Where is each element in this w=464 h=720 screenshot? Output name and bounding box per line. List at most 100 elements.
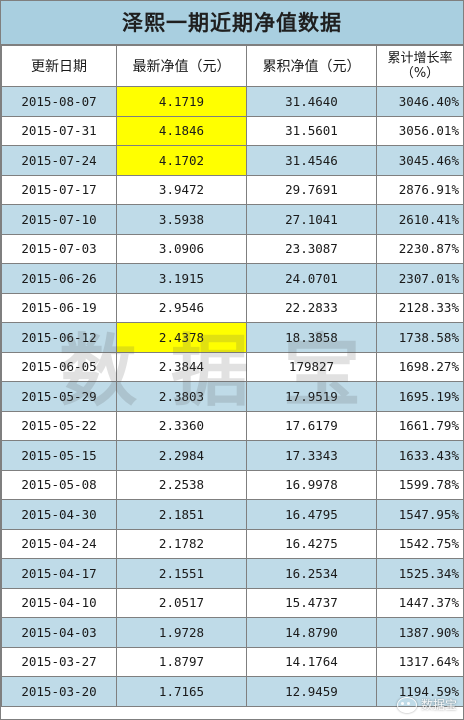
- cell-cumulative-growth: 1387.90%: [376, 617, 463, 648]
- cell-latest-nav: 2.9546: [116, 292, 247, 323]
- column-header-date: 更新日期: [1, 45, 117, 87]
- cell-cumulative-growth: 3045.46%: [376, 145, 463, 176]
- cell-cumulative-nav: 31.5601: [246, 115, 377, 146]
- cell-date: 2015-04-10: [1, 587, 117, 618]
- cell-cumulative-growth: 1633.43%: [376, 440, 463, 471]
- table-row: 2015-04-24 2.1782 16.4275 1542.75%: [1, 528, 463, 559]
- cell-latest-nav: 3.0906: [116, 233, 247, 264]
- page-title: 泽熙一期近期净值数据: [1, 1, 463, 45]
- column-header-cumulative-nav: 累积净值（元）: [246, 45, 377, 87]
- table-row: 2015-04-17 2.1551 16.2534 1525.34%: [1, 558, 463, 589]
- cell-cumulative-growth: 1661.79%: [376, 410, 463, 441]
- cell-latest-nav: 4.1702: [116, 145, 247, 176]
- cell-cumulative-growth: 1698.27%: [376, 351, 463, 382]
- cell-date: 2015-07-10: [1, 204, 117, 235]
- cell-date: 2015-06-19: [1, 292, 117, 323]
- cell-cumulative-nav: 14.8790: [246, 617, 377, 648]
- cell-date: 2015-06-12: [1, 322, 117, 353]
- cell-latest-nav: 2.0517: [116, 587, 247, 618]
- cell-date: 2015-05-15: [1, 440, 117, 471]
- cell-cumulative-growth: 1447.37%: [376, 587, 463, 618]
- table-row: 2015-06-05 2.3844 179827 1698.27%: [1, 351, 463, 382]
- table-row: 2015-04-10 2.0517 15.4737 1447.37%: [1, 587, 463, 618]
- cell-cumulative-growth: 2610.41%: [376, 204, 463, 235]
- table-row: 2015-07-31 4.1846 31.5601 3056.01%: [1, 115, 463, 146]
- cell-cumulative-nav: 23.3087: [246, 233, 377, 264]
- cell-cumulative-nav: 27.1041: [246, 204, 377, 235]
- table-row: 2015-05-29 2.3803 17.9519 1695.19%: [1, 381, 463, 412]
- cell-cumulative-nav: 16.4275: [246, 528, 377, 559]
- table-header-row: 更新日期 最新净值（元） 累积净值（元） 累计增长率（%）: [1, 45, 463, 87]
- cell-cumulative-nav: 18.3858: [246, 322, 377, 353]
- column-header-latest-nav: 最新净值（元）: [116, 45, 247, 87]
- cell-cumulative-growth: 1194.59%: [376, 676, 463, 707]
- cell-latest-nav: 4.1846: [116, 115, 247, 146]
- cell-latest-nav: 1.7165: [116, 676, 247, 707]
- table-row: 2015-07-10 3.5938 27.1041 2610.41%: [1, 204, 463, 235]
- cell-latest-nav: 2.2538: [116, 469, 247, 500]
- cell-date: 2015-05-29: [1, 381, 117, 412]
- cell-cumulative-nav: 15.4737: [246, 587, 377, 618]
- cell-date: 2015-06-05: [1, 351, 117, 382]
- cell-cumulative-growth: 3056.01%: [376, 115, 463, 146]
- cell-cumulative-nav: 16.9978: [246, 469, 377, 500]
- cell-cumulative-growth: 1525.34%: [376, 558, 463, 589]
- table-row: 2015-03-27 1.8797 14.1764 1317.64%: [1, 646, 463, 677]
- table-row: 2015-04-30 2.1851 16.4795 1547.95%: [1, 499, 463, 530]
- cell-date: 2015-04-30: [1, 499, 117, 530]
- cell-cumulative-growth: 1599.78%: [376, 469, 463, 500]
- cell-cumulative-growth: 3046.40%: [376, 86, 463, 117]
- cell-date: 2015-07-03: [1, 233, 117, 264]
- cell-date: 2015-07-17: [1, 174, 117, 205]
- table-row: 2015-06-12 2.4378 18.3858 1738.58%: [1, 322, 463, 353]
- table-row: 2015-06-19 2.9546 22.2833 2128.33%: [1, 292, 463, 323]
- cell-date: 2015-05-08: [1, 469, 117, 500]
- cell-latest-nav: 3.1915: [116, 263, 247, 294]
- table-row: 2015-08-07 4.1719 31.4640 3046.40%: [1, 86, 463, 117]
- table-row: 2015-07-24 4.1702 31.4546 3045.46%: [1, 145, 463, 176]
- table-body: 2015-08-07 4.1719 31.4640 3046.40% 2015-07-3…: [1, 86, 463, 707]
- cell-latest-nav: 3.5938: [116, 204, 247, 235]
- cell-latest-nav: 2.1551: [116, 558, 247, 589]
- table-row: 2015-04-03 1.9728 14.8790 1387.90%: [1, 617, 463, 648]
- cell-cumulative-nav: 14.1764: [246, 646, 377, 677]
- cell-date: 2015-07-24: [1, 145, 117, 176]
- cell-date: 2015-06-26: [1, 263, 117, 294]
- cell-date: 2015-03-20: [1, 676, 117, 707]
- cell-cumulative-nav: 179827: [246, 351, 377, 382]
- cell-date: 2015-05-22: [1, 410, 117, 441]
- cell-cumulative-growth: 1317.64%: [376, 646, 463, 677]
- cell-cumulative-nav: 16.4795: [246, 499, 377, 530]
- cell-date: 2015-04-24: [1, 528, 117, 559]
- cell-latest-nav: 2.1782: [116, 528, 247, 559]
- table-row: 2015-05-08 2.2538 16.9978 1599.78%: [1, 469, 463, 500]
- cell-cumulative-nav: 17.3343: [246, 440, 377, 471]
- cell-cumulative-nav: 29.7691: [246, 174, 377, 205]
- cell-latest-nav: 3.9472: [116, 174, 247, 205]
- column-header-cumulative-growth: 累计增长率（%）: [376, 45, 463, 87]
- cell-cumulative-growth: 1695.19%: [376, 381, 463, 412]
- cell-cumulative-nav: 31.4640: [246, 86, 377, 117]
- cell-cumulative-nav: 16.2534: [246, 558, 377, 589]
- table-row: 2015-05-15 2.2984 17.3343 1633.43%: [1, 440, 463, 471]
- cell-latest-nav: 1.8797: [116, 646, 247, 677]
- cell-latest-nav: 2.3803: [116, 381, 247, 412]
- cell-latest-nav: 2.4378: [116, 322, 247, 353]
- table-row: 2015-06-26 3.1915 24.0701 2307.01%: [1, 263, 463, 294]
- cell-date: 2015-07-31: [1, 115, 117, 146]
- cell-cumulative-nav: 31.4546: [246, 145, 377, 176]
- cell-latest-nav: 1.9728: [116, 617, 247, 648]
- table-row: 2015-03-20 1.7165 12.9459 1194.59%: [1, 676, 463, 707]
- table-row: 2015-07-17 3.9472 29.7691 2876.91%: [1, 174, 463, 205]
- cell-cumulative-growth: 2307.01%: [376, 263, 463, 294]
- table-row: 2015-07-03 3.0906 23.3087 2230.87%: [1, 233, 463, 264]
- cell-cumulative-nav: 17.6179: [246, 410, 377, 441]
- cell-latest-nav: 2.3360: [116, 410, 247, 441]
- cell-date: 2015-04-17: [1, 558, 117, 589]
- cell-cumulative-growth: 2876.91%: [376, 174, 463, 205]
- cell-cumulative-nav: 17.9519: [246, 381, 377, 412]
- cell-latest-nav: 2.1851: [116, 499, 247, 530]
- cell-cumulative-nav: 24.0701: [246, 263, 377, 294]
- cell-date: 2015-03-27: [1, 646, 117, 677]
